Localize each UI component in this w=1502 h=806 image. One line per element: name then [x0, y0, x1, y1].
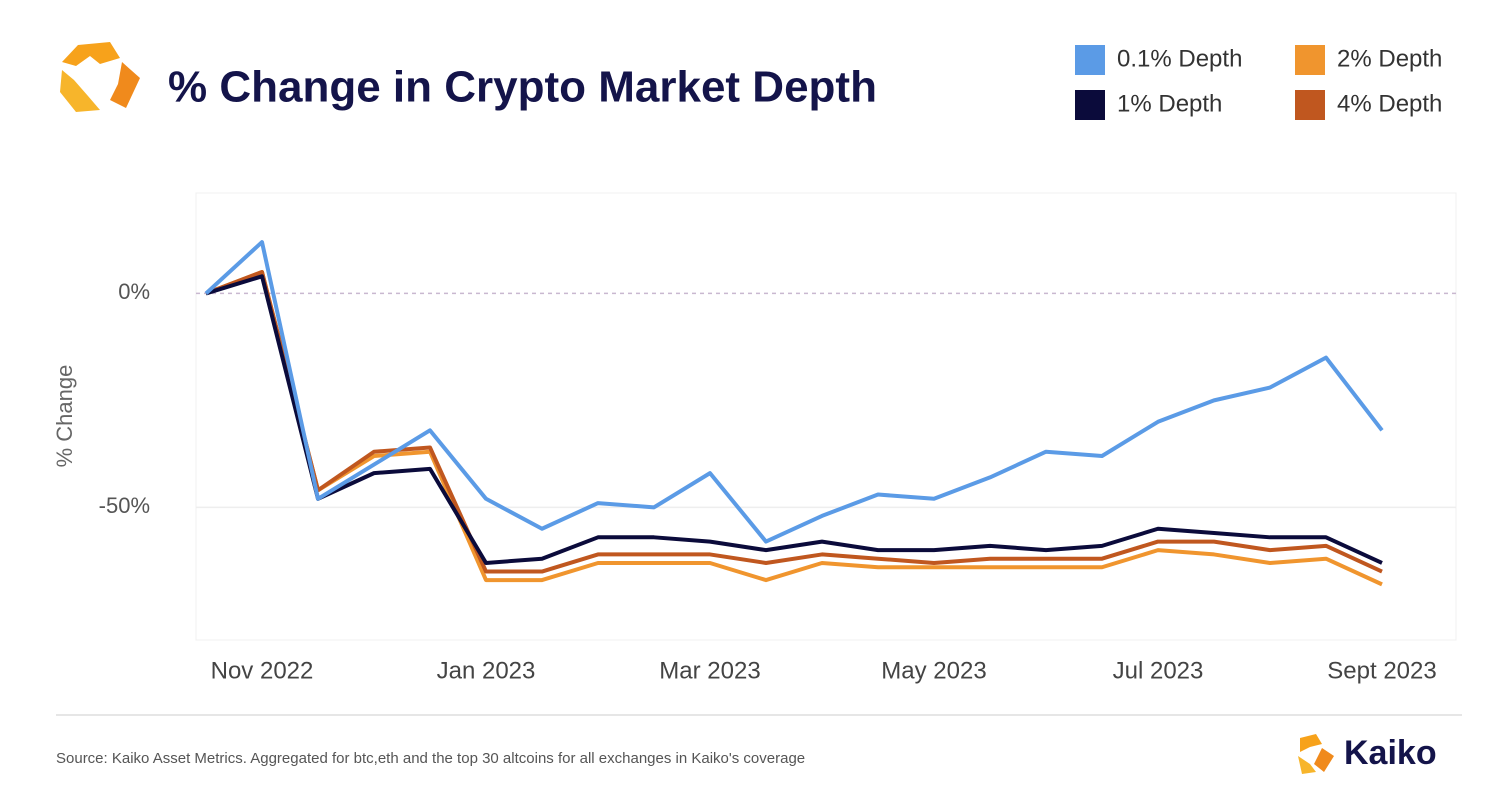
x-tick-label: Sept 2023 — [1327, 657, 1436, 684]
legend-label: 4% Depth — [1337, 90, 1442, 117]
x-tick-label: Nov 2022 — [211, 657, 314, 684]
series-line — [204, 240, 1384, 544]
y-tick-label: 0% — [118, 279, 150, 304]
legend-label: 1% Depth — [1117, 90, 1222, 117]
series-line — [205, 274, 1383, 565]
brand-logo — [1298, 734, 1334, 774]
chart-title: % Change in Crypto Market Depth — [168, 63, 877, 112]
source-note: Source: Kaiko Asset Metrics. Aggregated … — [56, 750, 805, 767]
brand-name: Kaiko — [1344, 734, 1437, 772]
logo — [60, 42, 140, 112]
legend-swatch — [1075, 45, 1105, 75]
legend-swatch — [1075, 90, 1105, 120]
legend-swatch — [1295, 45, 1325, 75]
y-axis-title: % Change — [52, 365, 77, 468]
legend-label: 2% Depth — [1337, 45, 1442, 72]
x-tick-label: May 2023 — [881, 657, 986, 684]
plot-frame — [195, 192, 1457, 641]
legend-label: 0.1% Depth — [1117, 45, 1242, 72]
x-tick-label: Mar 2023 — [659, 657, 760, 684]
legend-swatch — [1295, 90, 1325, 120]
x-tick-label: Jul 2023 — [1113, 657, 1204, 684]
series-line — [205, 270, 1383, 587]
y-tick-label: -50% — [99, 493, 150, 518]
x-tick-label: Jan 2023 — [437, 657, 536, 684]
